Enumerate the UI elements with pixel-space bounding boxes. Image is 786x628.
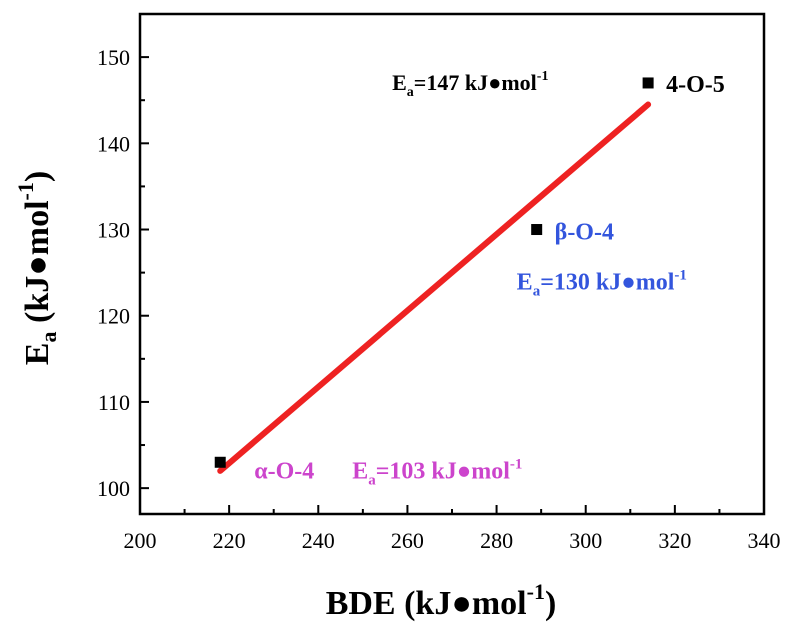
y-tick-label: 150 <box>97 45 130 70</box>
data-point <box>531 224 543 236</box>
x-tick-label: 300 <box>569 528 602 553</box>
x-tick-label: 280 <box>480 528 513 553</box>
x-tick-label: 240 <box>302 528 335 553</box>
annotation-4-o-5-ea: Ea=147 kJ●mol-1 <box>392 69 548 100</box>
y-tick-label: 100 <box>97 476 130 501</box>
x-tick-label: 200 <box>124 528 157 553</box>
data-point <box>642 77 654 89</box>
annotation-alpha-label: α-O-4 <box>254 458 314 484</box>
annotation-alpha-ea: Ea=103 kJ●mol-1 <box>352 456 522 488</box>
data-points <box>214 77 654 468</box>
y-tick-label: 140 <box>97 131 130 156</box>
x-axis-ticks: 200 220 240 260 280 300 320 340 <box>124 505 781 553</box>
y-tick-label: 130 <box>97 218 130 243</box>
y-axis-ticks: 100 110 120 130 140 150 <box>97 45 149 501</box>
annotation-4-o-5: 4-O-5 <box>666 72 725 98</box>
fit-line <box>217 101 652 474</box>
annotation-beta-ea: Ea=130 kJ●mol-1 <box>517 268 687 300</box>
data-point <box>214 456 226 468</box>
annotation-alpha-o-4: α-O-4 <box>254 458 314 484</box>
x-tick-label: 260 <box>391 528 424 553</box>
annotation-beta-o-4: β-O-4 <box>555 220 614 246</box>
x-tick-label: 340 <box>748 528 781 553</box>
y-tick-label: 110 <box>98 390 130 415</box>
y-tick-label: 120 <box>97 304 130 329</box>
x-tick-label: 320 <box>658 528 691 553</box>
x-tick-label: 220 <box>213 528 246 553</box>
y-axis-title: Ea (kJ●mol-1) <box>13 171 61 365</box>
x-axis-title: BDE (kJ●mol-1) <box>326 579 557 622</box>
